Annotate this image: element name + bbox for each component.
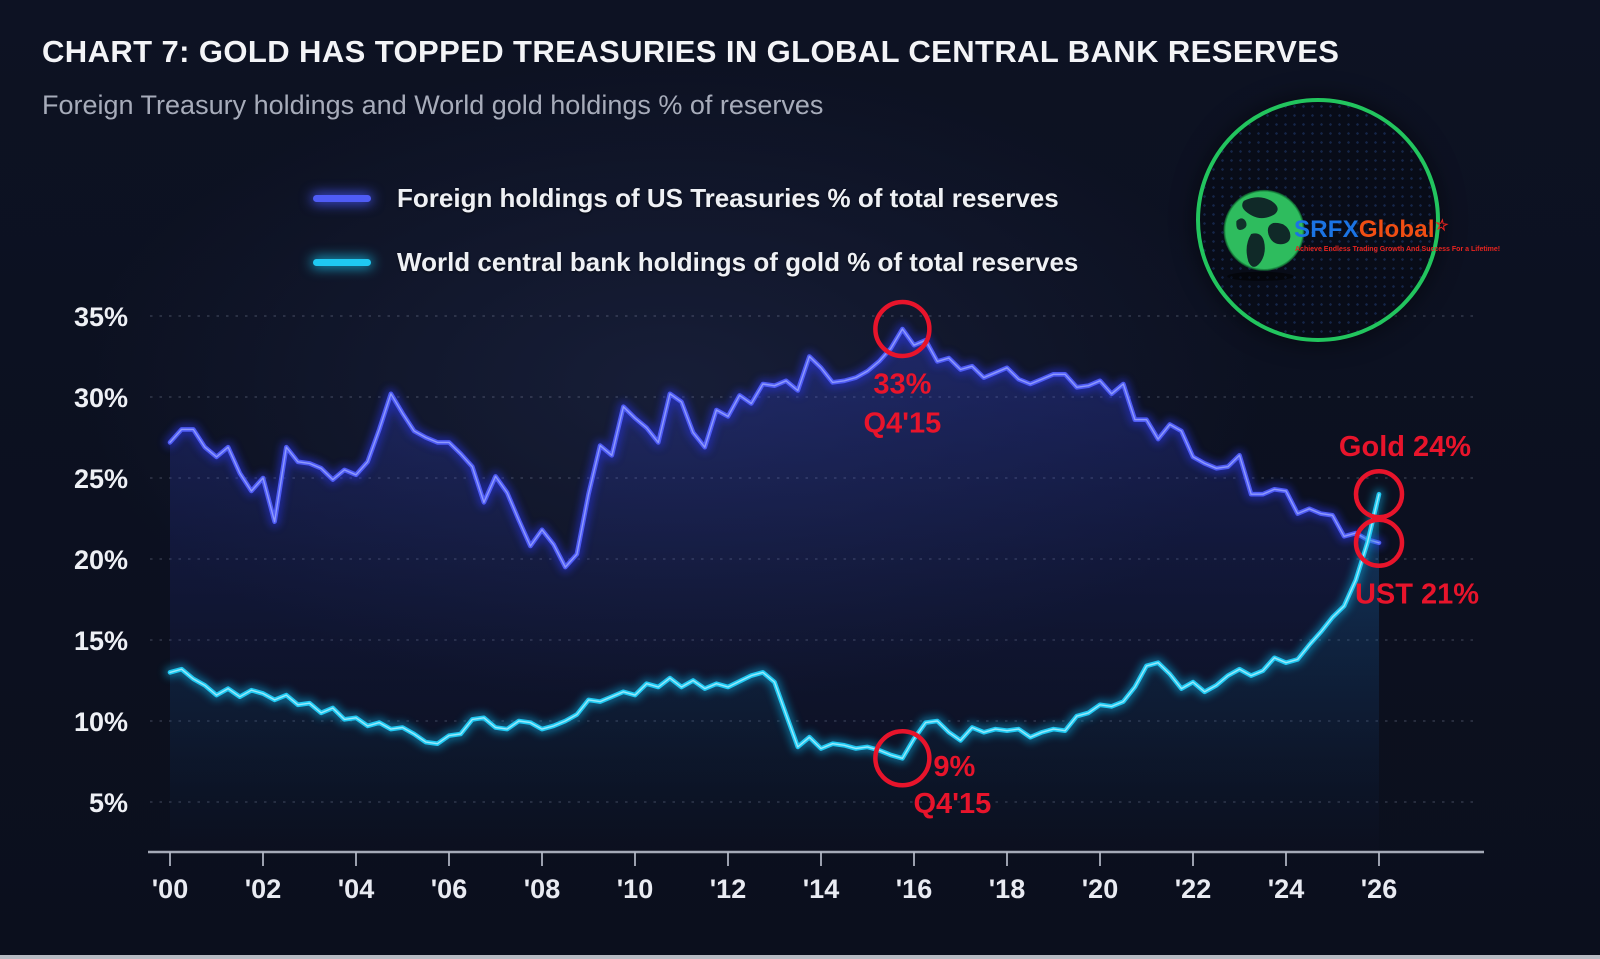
treasuries-line-swatch-icon bbox=[313, 194, 371, 202]
x-tick-label: '20 bbox=[1082, 874, 1118, 904]
y-tick-label: 20% bbox=[74, 545, 128, 575]
line-layer bbox=[164, 323, 1385, 764]
x-tick-label: '24 bbox=[1268, 874, 1304, 904]
page-subtitle: Foreign Treasury holdings and World gold… bbox=[42, 90, 824, 120]
gold-trough-label: 9% bbox=[933, 751, 975, 783]
gold-line-core bbox=[169, 493, 1380, 759]
x-tick-label: '10 bbox=[617, 874, 653, 904]
gold-line-swatch-icon bbox=[313, 258, 371, 266]
y-tick-label: 10% bbox=[74, 707, 128, 737]
x-tick-label: '16 bbox=[896, 874, 932, 904]
gold-area bbox=[170, 494, 1379, 852]
gold-end-label: Gold 24% bbox=[1339, 431, 1471, 463]
axis-layer: '00 '02 '04 '06 '08 '10 '12 '14 '16 '18 '20 '22 '24 '… bbox=[148, 850, 1484, 904]
legend-item-treasuries: Foreign holdings of US Treasuries % of t… bbox=[313, 178, 1078, 218]
brand-srfx: SRFX bbox=[1294, 216, 1359, 243]
ust-end-label: UST 21% bbox=[1355, 578, 1479, 610]
x-tick-label: '18 bbox=[989, 874, 1025, 904]
x-tick-label: '14 bbox=[803, 874, 839, 904]
treasuries-peak-label: 33% bbox=[873, 369, 931, 401]
y-tick-label: 15% bbox=[74, 626, 128, 656]
ust-end-circle bbox=[1353, 517, 1405, 569]
y-tick-label: 5% bbox=[89, 788, 128, 818]
brand-global: Global bbox=[1358, 216, 1435, 243]
srfx-global-logo: SRFXGlobal☆ Achieve Endless Trading Grow… bbox=[1196, 98, 1500, 342]
brand-tagline: Achieve Endless Trading Growth And Succe… bbox=[1295, 246, 1501, 253]
page-title: CHART 7: GOLD HAS TOPPED TREASURIES IN G… bbox=[42, 34, 1340, 69]
bottom-edge-strip bbox=[0, 955, 1600, 959]
gold-trough-circle bbox=[873, 729, 932, 788]
x-tick-label: '08 bbox=[524, 874, 560, 904]
gold-end-circle bbox=[1353, 468, 1405, 520]
y-tick-label: 30% bbox=[74, 383, 128, 413]
x-tick-label: '02 bbox=[245, 874, 281, 904]
legend-label-gold: World central bank holdings of gold % of… bbox=[397, 246, 1079, 277]
treasuries-peak-label: Q4'15 bbox=[863, 408, 941, 440]
x-tick-label: '12 bbox=[710, 874, 746, 904]
x-tick-label: '00 bbox=[152, 874, 188, 904]
y-tick-label: 25% bbox=[74, 464, 128, 494]
y-tick-label: 35% bbox=[74, 302, 128, 332]
legend-item-gold: World central bank holdings of gold % of… bbox=[313, 242, 1078, 282]
treasuries-line-core bbox=[169, 328, 1380, 568]
area-layer bbox=[170, 329, 1379, 852]
globe-icon bbox=[1223, 189, 1305, 281]
x-tick-label: '22 bbox=[1175, 874, 1211, 904]
treasuries-peak-circle bbox=[873, 299, 932, 359]
x-tick-label: '26 bbox=[1361, 874, 1397, 904]
brand-name: SRFXGlobal☆ bbox=[1294, 216, 1450, 244]
star-icon: ☆ bbox=[1433, 216, 1450, 235]
legend-label-treasuries: Foreign holdings of US Treasuries % of t… bbox=[397, 182, 1059, 213]
gold-trough-label: Q4'15 bbox=[913, 788, 991, 820]
legend: Foreign holdings of US Treasuries % of t… bbox=[313, 178, 1078, 282]
x-tick-label: '04 bbox=[338, 874, 374, 904]
annotation-layer: 33% Q4'15 9% Q4'15 Gold 24% UST 21% bbox=[863, 299, 1479, 820]
x-tick-label: '06 bbox=[431, 874, 467, 904]
